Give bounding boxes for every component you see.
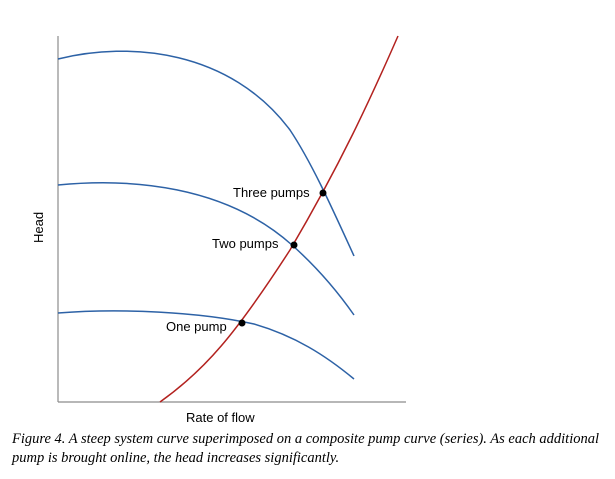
operating-point-two: [290, 241, 298, 249]
operating-point-one: [238, 319, 246, 327]
operating-point-three: [319, 189, 327, 197]
label-one-pump: One pump: [166, 319, 227, 334]
x-axis-label: Rate of flow: [186, 410, 255, 425]
label-two-pumps: Two pumps: [212, 236, 279, 251]
label-three-pumps: Three pumps: [233, 185, 310, 200]
y-axis-label: Head: [31, 212, 46, 243]
figure-caption: Figure 4. A steep system curve superimpo…: [12, 431, 600, 466]
pump-system-diagram: One pump Two pumps Three pumps Rate of f…: [31, 35, 406, 425]
system-curve: [159, 35, 399, 403]
pump-curve-three: [57, 50, 355, 257]
pump-curve-two: [57, 182, 355, 316]
